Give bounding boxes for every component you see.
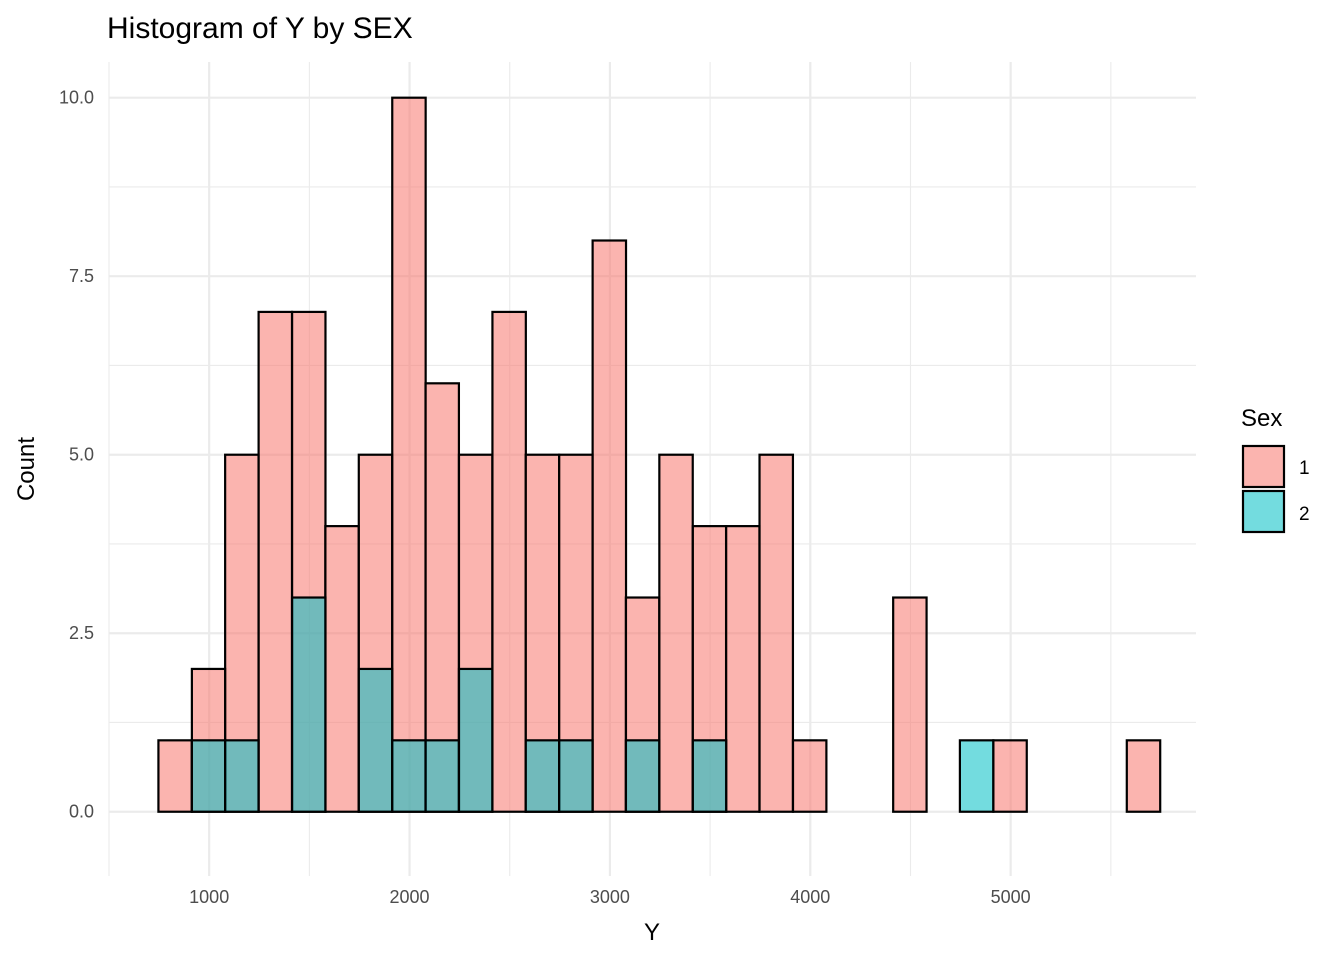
- chart-title: Histogram of Y by SEX: [107, 12, 413, 45]
- legend-title: Sex: [1241, 405, 1282, 432]
- bar-sex-2: [457, 667, 494, 813]
- bar-sex-2: [691, 739, 728, 813]
- bar-sex-1: [658, 453, 694, 813]
- bar-sex-1: [591, 239, 628, 813]
- bar-sex-1: [791, 739, 828, 813]
- bar-sex-1: [157, 739, 193, 813]
- y-axis-title: Count: [13, 437, 40, 501]
- bar-sex-2: [958, 739, 995, 813]
- bar-sex-2: [190, 739, 227, 813]
- legend-label-1: 1: [1299, 458, 1310, 479]
- bar-sex-1: [324, 525, 360, 813]
- bar-sex-1: [491, 310, 527, 813]
- bar-sex-2: [624, 739, 661, 813]
- bar-sex-1: [391, 96, 427, 813]
- bar-sex-2: [558, 739, 594, 813]
- bar-sex-1: [1125, 739, 1162, 813]
- bar-sex-2: [224, 739, 260, 813]
- y-tick-label: 0.0: [69, 802, 94, 822]
- bar-sex-1: [758, 453, 795, 813]
- legend-key-1: [1241, 444, 1286, 489]
- x-tick-label: 4000: [790, 887, 830, 907]
- bar-sex-1: [992, 739, 1028, 813]
- legend-label-2: 2: [1299, 504, 1310, 525]
- x-axis-title: Y: [644, 919, 660, 946]
- x-tick-label: 1000: [189, 887, 229, 907]
- y-axis-ticks: 0.0 2.5 5.0 7.5 10.0: [59, 88, 94, 822]
- bar-sex-1: [892, 596, 928, 813]
- bar-sex-2: [424, 739, 461, 813]
- bar-sex-1: [257, 310, 294, 813]
- x-tick-label: 5000: [991, 887, 1031, 907]
- y-tick-label: 7.5: [69, 266, 94, 286]
- x-axis-ticks: 1000 2000 3000 4000 5000: [189, 887, 1031, 907]
- y-tick-label: 5.0: [69, 445, 94, 465]
- x-tick-label: 2000: [390, 887, 430, 907]
- bar-sex-2: [357, 667, 394, 813]
- bars: [157, 96, 1162, 813]
- x-tick-label: 3000: [590, 887, 630, 907]
- bar-sex-2: [290, 596, 327, 813]
- y-tick-label: 10.0: [59, 88, 94, 108]
- y-tick-label: 2.5: [69, 623, 94, 643]
- bar-sex-2: [391, 739, 427, 813]
- legend-key-2: [1241, 489, 1286, 534]
- bar-sex-1: [724, 525, 761, 813]
- bar-sex-2: [524, 739, 561, 813]
- legend: Sex 1 2: [1241, 405, 1310, 534]
